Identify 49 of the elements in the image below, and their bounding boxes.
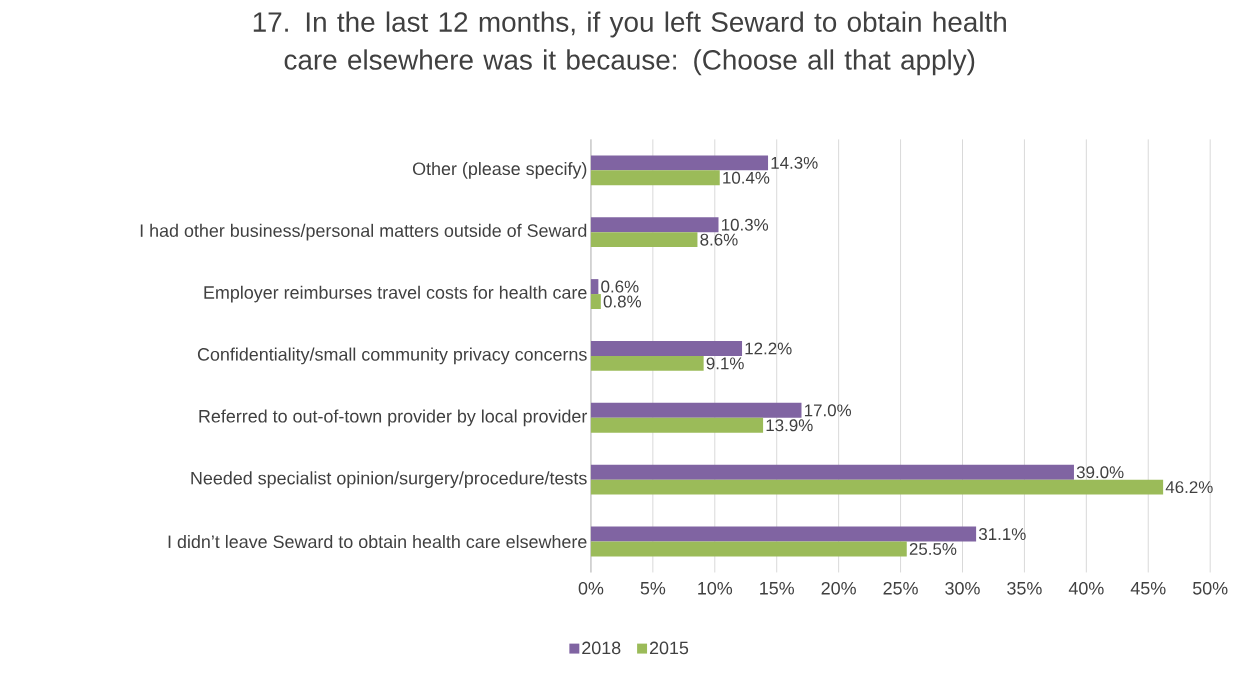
- bar: [590, 170, 720, 186]
- data-label: 0.8%: [603, 295, 642, 308]
- bar: [590, 541, 907, 557]
- y-tick-label: Needed specialist opinion/surgery/procedure/tests: [191, 471, 587, 489]
- data-label: 9.1%: [706, 357, 744, 370]
- data-label: 12.2%: [745, 342, 792, 355]
- y-tick-label: Confidentiality/small community privacy concerns: [197, 347, 587, 365]
- bar: [590, 279, 599, 295]
- data-label: 8.6%: [700, 233, 738, 246]
- bar: [590, 217, 719, 233]
- data-label: 14.3%: [771, 156, 818, 169]
- x-tick-label: 25%: [883, 581, 918, 595]
- data-label: 0.6%: [601, 280, 639, 293]
- x-tick-label: 50%: [1192, 581, 1228, 595]
- y-tick-label: Other (please specify): [412, 161, 587, 179]
- bar: [590, 479, 1164, 495]
- legend-label: 2018: [582, 641, 621, 655]
- data-label: 10.4%: [723, 171, 770, 184]
- data-label: 46.2%: [1165, 481, 1213, 494]
- bar: [590, 341, 743, 356]
- x-tick-label: 15%: [760, 581, 795, 595]
- x-tick-label: 20%: [821, 581, 856, 595]
- x-tick-label: 10%: [698, 581, 733, 595]
- y-tick-label: I had other business/personal matters outside of Seward: [140, 223, 587, 241]
- y-tick-label: Employer reimburses travel costs for health care: [204, 285, 587, 303]
- x-tick-label: 45%: [1130, 581, 1166, 595]
- data-label: 17.0%: [804, 404, 852, 417]
- data-label: 10.3%: [721, 218, 769, 231]
- x-tick-label: 35%: [1007, 581, 1042, 595]
- bar: [590, 355, 704, 371]
- y-tick-label: Referred to out-of-town provider by local provider: [199, 409, 588, 427]
- bar: [590, 526, 977, 542]
- bar: [590, 232, 698, 248]
- data-label: 39.0%: [1076, 466, 1124, 479]
- legend-label: 2015: [649, 641, 689, 655]
- chart-title: 17. In the last 12 months, if you left Seward to obtain health care elsewhere was it because: (Choose all that apply): [253, 11, 1006, 76]
- data-label: 25.5%: [909, 543, 957, 555]
- x-tick-label: 0%: [578, 581, 604, 595]
- bar: [590, 402, 802, 418]
- bar: [590, 155, 769, 171]
- data-label: 31.1%: [978, 528, 1026, 541]
- x-tick-label: 40%: [1068, 581, 1104, 595]
- bar: [590, 417, 764, 433]
- bar: [590, 464, 1074, 480]
- x-tick-label: 5%: [640, 581, 666, 595]
- data-label: 13.9%: [766, 419, 813, 432]
- bar: [590, 294, 601, 309]
- y-tick-label: I didn’t leave Seward to obtain health care elsewhere: [168, 534, 587, 549]
- x-tick-label: 30%: [945, 581, 980, 595]
